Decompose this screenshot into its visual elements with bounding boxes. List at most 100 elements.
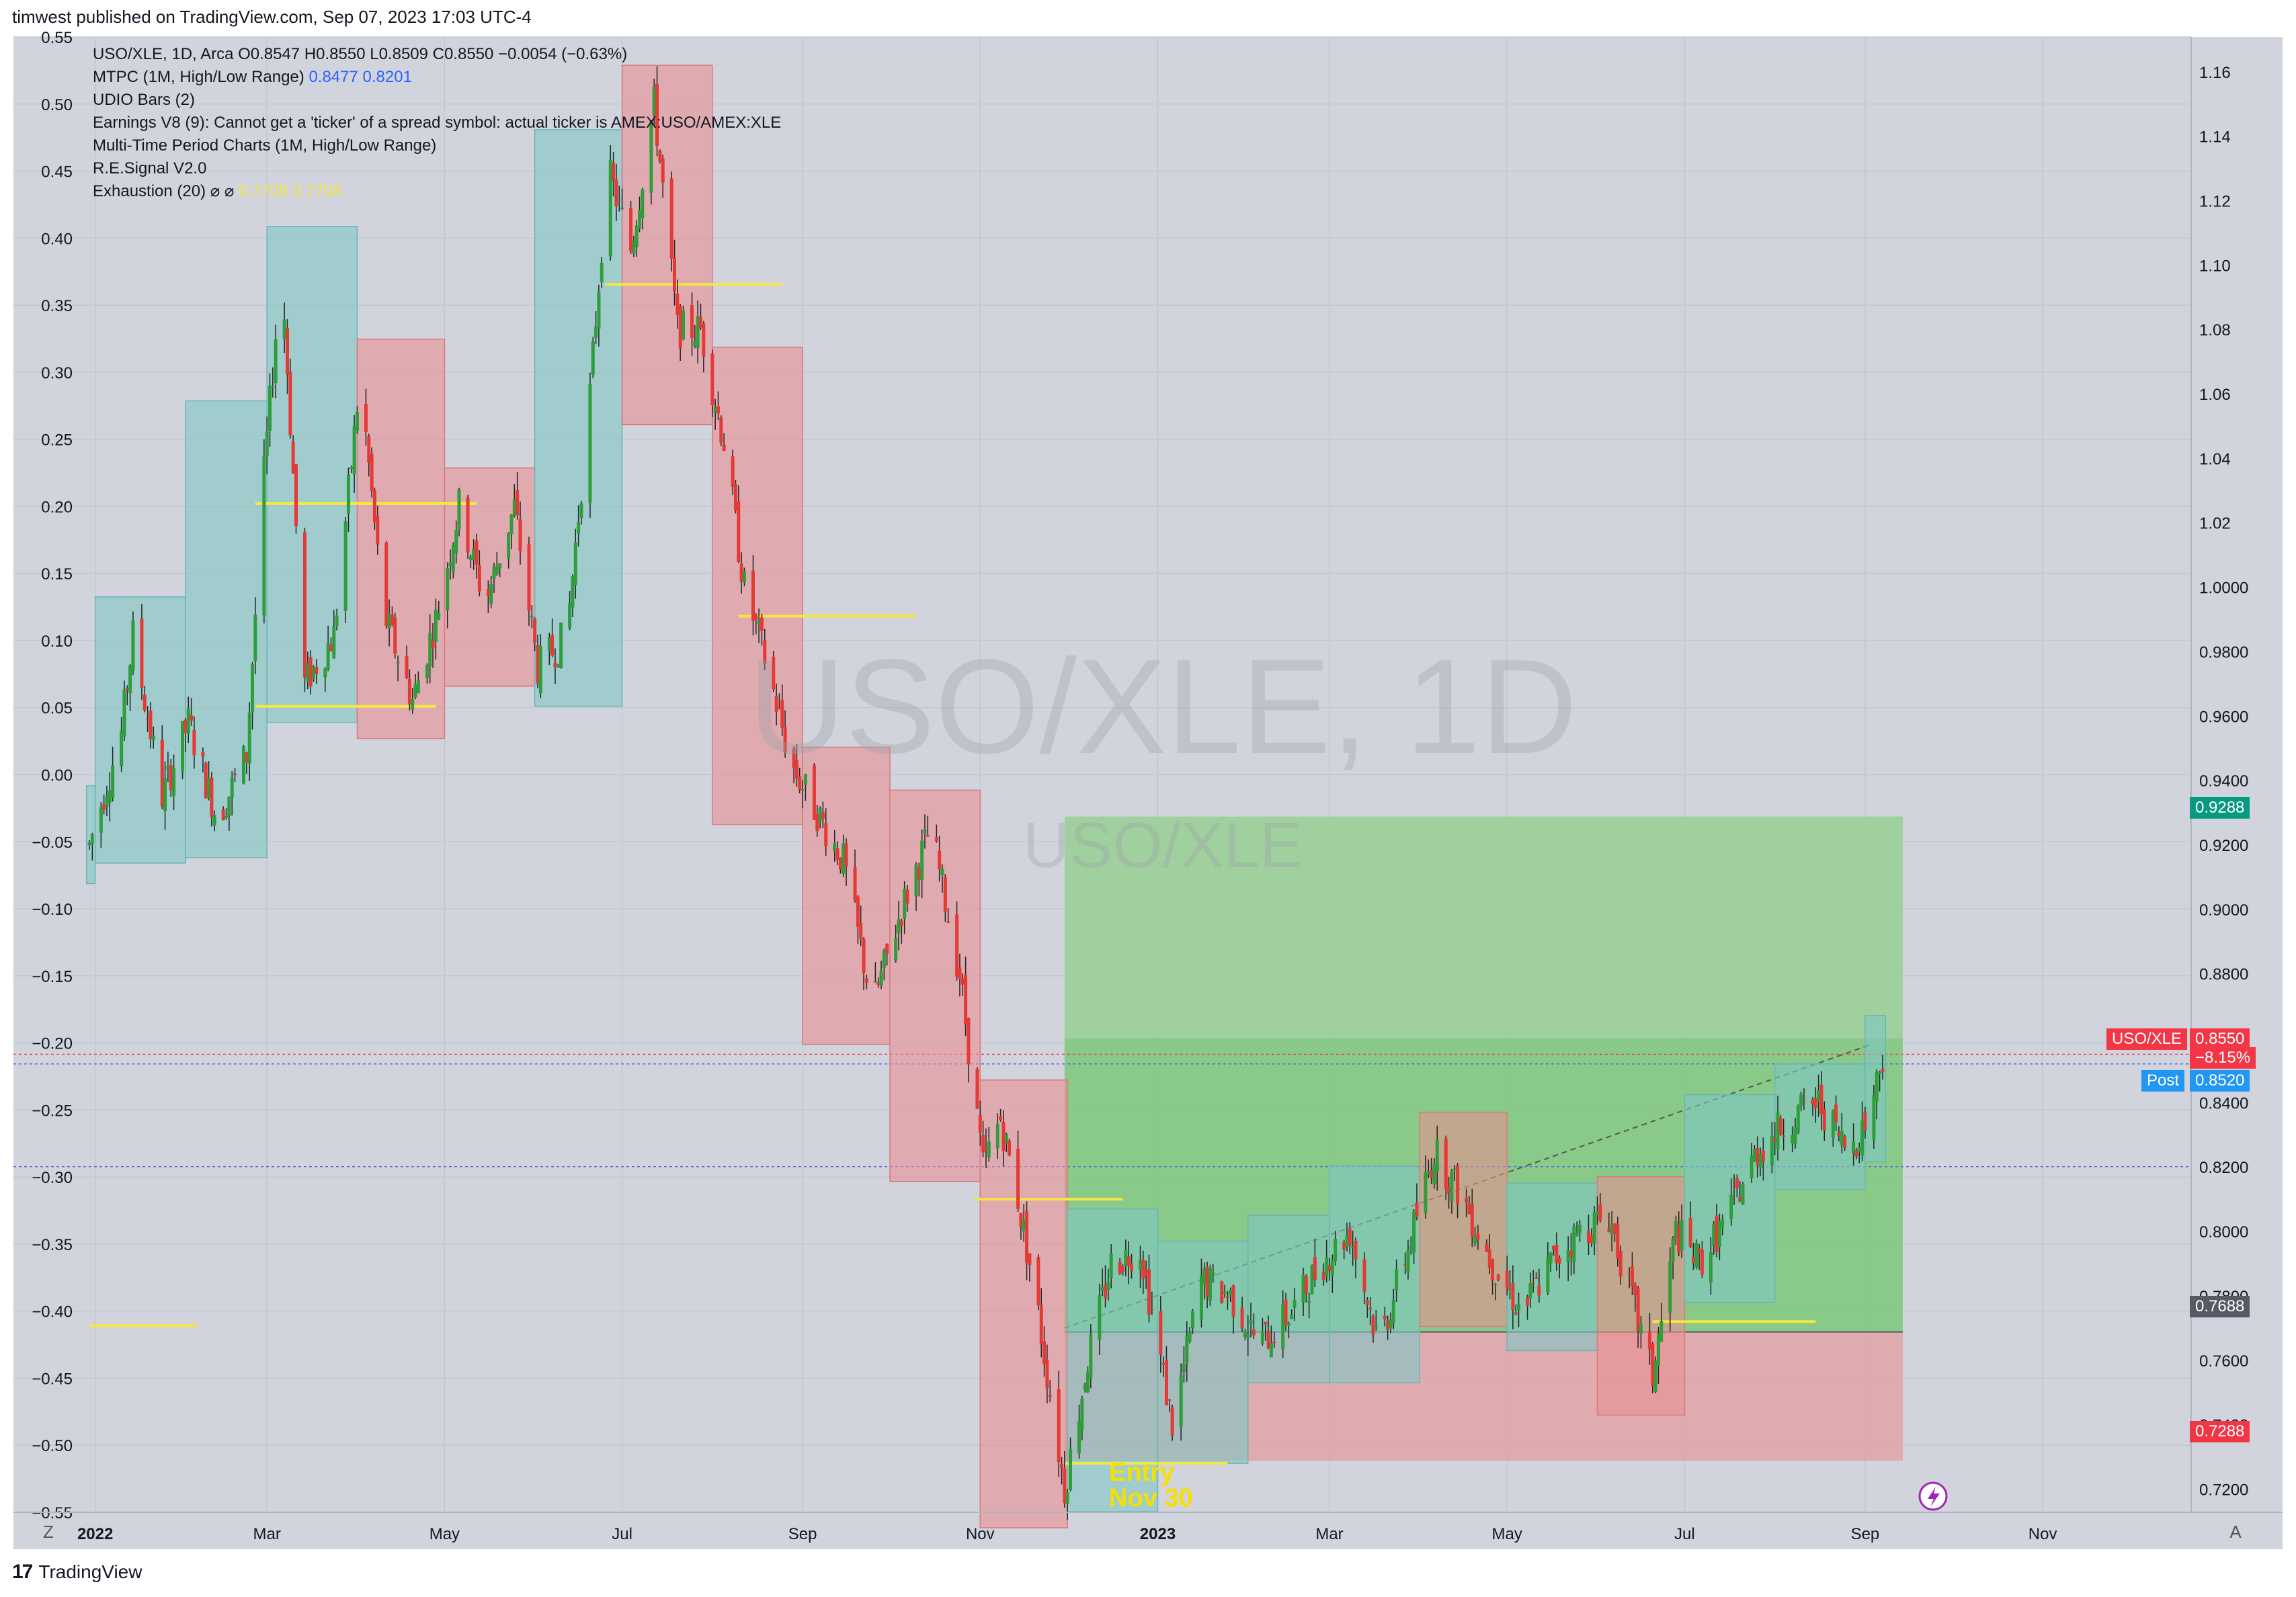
candle-body (149, 710, 153, 739)
candle-body (1546, 1257, 1550, 1293)
candle-body (1552, 1246, 1556, 1250)
candle-body (411, 699, 415, 710)
candle-body (1819, 1084, 1823, 1114)
right-axis-button[interactable]: A (2229, 1522, 2242, 1542)
candle-body (634, 225, 639, 247)
candle-body (1124, 1249, 1128, 1267)
candle-body (926, 835, 930, 837)
candle-body (1435, 1139, 1439, 1172)
lightning-icon[interactable] (1918, 1481, 1948, 1511)
candle-body (1470, 1204, 1474, 1237)
candle-body (1549, 1252, 1553, 1264)
candle-body (1688, 1217, 1692, 1247)
candle-body (1389, 1319, 1393, 1329)
right-tick-label: 0.7200 (2199, 1481, 2248, 1499)
candle-body (1354, 1240, 1358, 1260)
candle-body (1639, 1324, 1643, 1334)
candle-body (1668, 1262, 1672, 1313)
left-tick-label: −0.50 (32, 1437, 73, 1455)
candle-body (731, 456, 735, 487)
candle-body (824, 823, 828, 847)
time-tick-label: Jul (612, 1525, 632, 1543)
candle-body (844, 844, 848, 867)
candle-body (294, 464, 298, 526)
candle-body (288, 372, 292, 436)
left-tick-label: −0.25 (32, 1102, 73, 1120)
candle-body (568, 602, 572, 628)
candle-body (1190, 1311, 1194, 1328)
candle-body (1450, 1171, 1454, 1202)
legend-main: USO/XLE, 1D, Arca O0.8547 H0.8550 L0.850… (93, 45, 628, 63)
candle-body (1426, 1171, 1430, 1175)
candle-body (1831, 1110, 1835, 1138)
candle-body (1782, 1135, 1786, 1137)
candle-body (227, 796, 231, 817)
candle-body (1138, 1259, 1142, 1270)
candle-body (343, 521, 347, 611)
candle-body (946, 921, 950, 923)
right-tick-label: 0.8400 (2199, 1094, 2248, 1112)
candle-body (920, 840, 924, 881)
candle-body (917, 868, 921, 880)
candle-body (1086, 1372, 1090, 1393)
candle-body (780, 700, 784, 728)
candle-body (1456, 1165, 1460, 1205)
candle-body (1199, 1275, 1203, 1319)
monthly-range-box (266, 226, 358, 723)
monthly-range-box (534, 129, 623, 707)
candle-body (489, 583, 493, 604)
candle-body (477, 565, 481, 591)
candle-body (1854, 1150, 1858, 1157)
candle-body (428, 632, 432, 667)
candle-body (282, 319, 286, 339)
candle-body (242, 746, 246, 784)
candle-body (466, 497, 470, 553)
candle-body (783, 727, 787, 753)
candle-body (407, 678, 411, 705)
candle-body (311, 666, 315, 680)
candle-body (1313, 1256, 1317, 1280)
candle-body (1229, 1289, 1233, 1296)
monthly-range-box (1247, 1215, 1330, 1384)
candle-body (1080, 1398, 1084, 1430)
candle-body (1412, 1211, 1416, 1253)
candle-body (387, 614, 391, 629)
left-tick-label: 0.45 (41, 163, 73, 181)
candle-body (661, 158, 665, 183)
candle-body (967, 1018, 971, 1065)
candle-body (437, 612, 441, 619)
candle-body (1246, 1333, 1250, 1338)
left-axis-button[interactable]: Z (43, 1522, 54, 1542)
candle-body (1444, 1138, 1448, 1189)
candle-body (253, 614, 257, 661)
monthly-range-box (1419, 1112, 1508, 1327)
candle-body (1659, 1321, 1664, 1342)
candle-body (1025, 1211, 1029, 1263)
candle-body (1167, 1399, 1172, 1401)
time-tick-label: Nov (966, 1525, 995, 1543)
candle-body (1100, 1286, 1104, 1291)
candle-body (1220, 1281, 1224, 1303)
candle-body (1330, 1259, 1334, 1276)
candle-body (1852, 1141, 1856, 1154)
right-tick-label: 0.8200 (2199, 1159, 2248, 1177)
candle-body (620, 207, 624, 209)
watermark-small: USO/XLE (1023, 809, 1303, 881)
legend-mtpc-label: MTPC (1M, High/Low Range) (93, 68, 304, 86)
right-tick-label: 0.7600 (2199, 1352, 2248, 1370)
candle-body (99, 807, 103, 833)
candle-body (434, 610, 438, 643)
left-tick-label: −0.10 (32, 901, 73, 919)
candle-body (553, 662, 557, 667)
time-tick-label: Mar (253, 1525, 281, 1543)
legend-udio: UDIO Bars (2) (93, 91, 196, 109)
candle-body (346, 475, 350, 514)
candle-body (370, 454, 374, 491)
candle-body (856, 896, 860, 927)
candle-body (1834, 1104, 1838, 1122)
candle-body (1104, 1284, 1108, 1299)
left-tick-label: 0.10 (41, 632, 73, 651)
candle-body (335, 615, 339, 626)
candle-body (1691, 1256, 1695, 1263)
candle-body (1700, 1250, 1704, 1275)
